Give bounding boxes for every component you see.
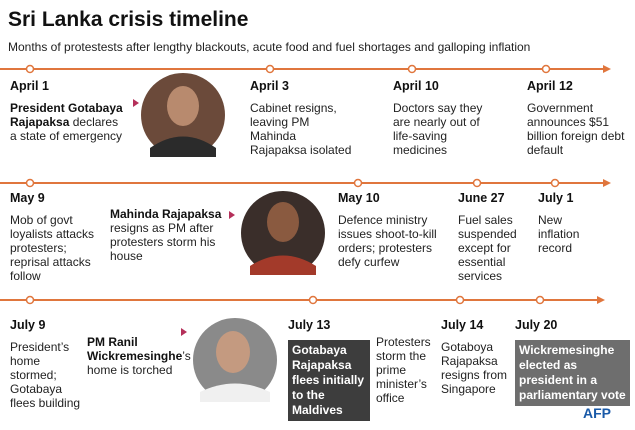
photos: [141, 73, 325, 402]
event-text: New inflation record: [538, 213, 598, 255]
event-text: PM Ranil Wickremesinghe’s home is torche…: [87, 335, 191, 377]
event-body: Government announces $51 billion foreign…: [527, 101, 625, 157]
event: April 12 Government announces $51 billion…: [527, 79, 627, 157]
event-lead: PM Ranil Wickremesinghe: [87, 335, 183, 363]
title: Sri Lanka crisis timeline: [8, 8, 249, 31]
event-date: July 1: [538, 191, 574, 205]
timeline-lines: [0, 65, 611, 304]
event-text: Cabinet resigns, leaving PM Mahinda Raja…: [250, 101, 355, 157]
event: Mahinda Rajapaksa resigns as PM after pr…: [110, 207, 228, 263]
event-body: New inflation record: [538, 213, 580, 255]
event-date: July 14: [441, 318, 484, 332]
event-date: July 13: [288, 318, 331, 332]
event: June 27 Fuel sales suspended except for e…: [458, 191, 528, 283]
event-lead: President Gotabaya Rajapaksa: [10, 101, 123, 129]
event: April 1 President Gotabaya Rajapaksa decl…: [10, 79, 128, 143]
event-body: resigns as PM after protesters storm his…: [110, 221, 216, 263]
event-date: April 1: [10, 79, 49, 93]
event-text: Mahinda Rajapaksa resigns as PM after pr…: [110, 207, 228, 263]
event: July 14 Gotaboya Rajapaksa resigns from S…: [441, 318, 511, 396]
event-body: Defence ministry issues shoot-to-kill or…: [338, 213, 437, 269]
event-body: declares a state of emergency: [10, 115, 123, 143]
timeline-dots: [25, 64, 560, 305]
event-body: Cabinet resigns, leaving PM Mahinda Raja…: [250, 101, 352, 157]
event: July 20 Wickremesinghe elected as preside…: [515, 318, 630, 406]
event-date: April 3: [250, 79, 289, 93]
event-text: Wickremesinghe elected as president in a…: [515, 340, 630, 406]
event-date: May 9: [10, 191, 45, 205]
event: May 10 Defence ministry issues shoot-to-k…: [338, 191, 448, 269]
event-box: Gotabaya Rajapaksa flees initially to th…: [288, 340, 370, 421]
event: July 13 Gotabaya Rajapaksa flees initiall…: [288, 318, 370, 421]
pointers: [133, 99, 235, 336]
event-text: President Gotabaya Rajapaksa declares a …: [10, 101, 128, 143]
event-body: Doctors say they are nearly out of life-…: [393, 101, 483, 157]
event-text: Gotabaya Rajapaksa flees initially to th…: [288, 340, 370, 421]
event-lead: Mahinda Rajapaksa: [110, 207, 222, 221]
event: July 1 New inflation record: [538, 191, 598, 255]
event: May 9 Mob of govt loyalists attacks prote…: [10, 191, 105, 283]
event: April 10 Doctors say they are nearly out …: [393, 79, 488, 157]
event-text: Mob of govt loyalists attacks protesters…: [10, 213, 105, 283]
event-date: July 20: [515, 318, 558, 332]
event-body: Protesters storm the prime minister’s of…: [376, 335, 431, 405]
event-text: President’s home stormed; Gotabaya flees…: [10, 340, 85, 410]
event-body: Mob of govt loyalists attacks protesters…: [10, 213, 95, 283]
subtitle: Months of protestests after lengthy blac…: [8, 40, 531, 54]
event-text: Doctors say they are nearly out of life-…: [393, 101, 488, 157]
event: PM Ranil Wickremesinghe’s home is torche…: [87, 335, 191, 377]
event-body: Fuel sales suspended except for essentia…: [458, 213, 517, 283]
event: April 3 Cabinet resigns, leaving PM Mahin…: [250, 79, 355, 157]
event-body: President’s home stormed; Gotabaya flees…: [10, 340, 81, 410]
event: Protesters storm the prime minister’s of…: [376, 335, 436, 405]
event-text: Defence ministry issues shoot-to-kill or…: [338, 213, 448, 269]
event-text: Gotaboya Rajapaksa resigns from Singapor…: [441, 340, 511, 396]
event-text: Government announces $51 billion foreign…: [527, 101, 627, 157]
event-date: May 10: [338, 191, 380, 205]
event-body: Gotaboya Rajapaksa resigns from Singapor…: [441, 340, 508, 396]
event-date: June 27: [458, 191, 505, 205]
event-body: ’s home is torched: [87, 349, 191, 377]
event-date: July 9: [10, 318, 46, 332]
event-text: Fuel sales suspended except for essentia…: [458, 213, 528, 283]
event-box: Wickremesinghe elected as president in a…: [515, 340, 630, 406]
event-date: April 12: [527, 79, 573, 93]
event-text: Protesters storm the prime minister’s of…: [376, 335, 436, 405]
logo: AFP: [583, 405, 611, 421]
event-date: April 10: [393, 79, 439, 93]
event: July 9 President’s home stormed; Gotabaya…: [10, 318, 85, 410]
